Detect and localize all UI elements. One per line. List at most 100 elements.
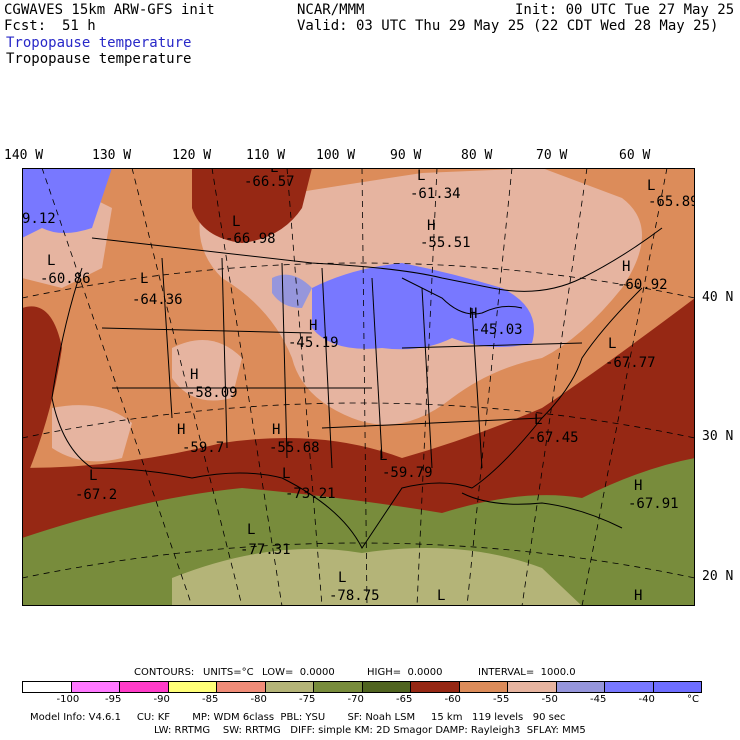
lon-label: 90 W [390, 148, 422, 163]
units-label: UNITS=°C [203, 667, 254, 678]
lon-label: 80 W [461, 148, 493, 163]
map-label-value: -45.19 [288, 335, 339, 351]
map-label-value: -59.7 [182, 440, 224, 456]
map-label-letter: L [89, 468, 97, 484]
colorbar-tick-label: -100 [56, 694, 80, 705]
colorbar-swatch [555, 681, 605, 693]
map-label-letter: H [634, 478, 642, 494]
lat-label: 40 N [702, 290, 734, 305]
map-label-value: -60.86 [40, 271, 91, 287]
colorbar-swatch [70, 681, 120, 693]
valid-time: Valid: 03 UTC Thu 29 May 25 (22 CDT Wed … [297, 18, 719, 34]
map-label-letter: H [634, 588, 642, 604]
map-label-value: -65.89 [648, 194, 695, 210]
map-label-letter: H [309, 318, 317, 334]
shaded-field-name: Tropopause temperature [6, 35, 192, 51]
map-label-letter: L [417, 168, 425, 184]
map-label-letter: H [469, 306, 477, 322]
colorbar-tick-label: -45 [590, 694, 607, 705]
map-label-value: -67.45 [528, 430, 579, 446]
shade-light [52, 405, 132, 462]
map-label-value: -66.98 [225, 231, 276, 247]
map-label-letter: L [534, 412, 542, 428]
lon-label: 120 W [172, 148, 212, 163]
shade-dark-red [192, 168, 312, 243]
map-label-letter: L [282, 466, 290, 482]
lon-label: 140 W [4, 148, 44, 163]
colorbar-tick-label: -90 [153, 694, 170, 705]
contours-label: CONTOURS: [134, 667, 195, 678]
map-label-value: -67.91 [628, 496, 679, 512]
shade-blue [22, 168, 112, 238]
lon-label: 60 W [619, 148, 651, 163]
colorbar-tick-label: -80 [250, 694, 267, 705]
colorbar-tick-label: -85 [202, 694, 219, 705]
map-label-letter: L [140, 271, 148, 287]
organization: NCAR/MMM [297, 2, 365, 18]
map-label-value: -59.79 [382, 465, 433, 481]
colorbar-tick-label: -95 [105, 694, 122, 705]
colorbar-swatch [604, 681, 654, 693]
map-label-letter: L [608, 336, 616, 352]
colorbar-swatch [410, 681, 460, 693]
map-label-value: -55.51 [420, 235, 471, 251]
map-label-letter: H [190, 367, 198, 383]
map-label-letter: L [232, 214, 240, 230]
map-label-letter: L [647, 178, 655, 194]
shade-dark-red [22, 306, 62, 488]
colorbar-tick-label: -55 [493, 694, 510, 705]
map-label-value: -61.34 [410, 186, 461, 202]
colorbar-swatch [167, 681, 217, 693]
forecast-hour: 51 h [62, 18, 96, 34]
colorbar-swatch [361, 681, 411, 693]
map-label-value: -45.03 [472, 322, 523, 338]
colorbar-swatch [458, 681, 508, 693]
colorbar-tick-label: -50 [541, 694, 558, 705]
colorbar-tick-label: -60 [444, 694, 461, 705]
contour-field-name: Tropopause temperature [6, 51, 192, 67]
init-time: Init: 00 UTC Tue 27 May 25 [515, 2, 735, 18]
map-label-value: -66.57 [244, 174, 295, 190]
colorbar-swatch [507, 681, 557, 693]
map-label-value: -64.36 [132, 292, 183, 308]
lat-label: 30 N [702, 429, 734, 444]
map-label-letter: L [338, 570, 346, 586]
tropopause-temperature-map: L -66.57 L -61.34 L -65.89 9.12 L -66.98… [22, 168, 695, 606]
map-label-value: -60.92 [617, 277, 668, 293]
map-label-letter: L [379, 448, 387, 464]
map-label-letter: H [177, 422, 185, 438]
interval-label: INTERVAL= 1000.0 [478, 667, 576, 678]
map-label-letter: H [622, 259, 630, 275]
map-label-letter: H [427, 218, 435, 234]
colorbar-swatch [313, 681, 363, 693]
colorbar-swatch [652, 681, 702, 693]
colorbar-tick-label: -40 [638, 694, 655, 705]
colorbar-tick-label: -65 [396, 694, 413, 705]
colorbar-swatch [264, 681, 314, 693]
map-label-letter: L [270, 168, 278, 176]
model-title: CGWAVES 15km ARW-GFS init [4, 2, 215, 18]
lon-label: 70 W [536, 148, 568, 163]
map-label-letter: H [272, 422, 280, 438]
lon-label: 130 W [92, 148, 132, 163]
map-label-value: -58.09 [187, 385, 238, 401]
map-label-value: -67.2 [75, 487, 117, 503]
lon-label: 100 W [316, 148, 356, 163]
lat-label: 20 N [702, 569, 734, 584]
map-label-letter: L [247, 522, 255, 538]
map-label-value: -67.77 [605, 355, 656, 371]
map-label-value: -77.31 [240, 542, 291, 558]
colorbar-tick-label: -70 [347, 694, 364, 705]
colorbar-tick-label: -75 [299, 694, 316, 705]
forecast-label: Fcst: [4, 18, 47, 34]
low-label: LOW= 0.0000 [262, 667, 335, 678]
map-label-value: -73.21 [285, 486, 336, 502]
colorbar-swatch [119, 681, 169, 693]
map-label-letter: L [47, 253, 55, 269]
lon-label: 110 W [246, 148, 286, 163]
model-info-line2: LW: RRTMG SW: RRTMG DIFF: simple KM: 2D … [154, 725, 586, 736]
model-info-line1: Model Info: V4.6.1 CU: KF MP: WDM 6class… [30, 712, 566, 723]
high-label: HIGH= 0.0000 [367, 667, 443, 678]
map-label-letter: L [437, 588, 445, 604]
colorbar-swatch [22, 681, 72, 693]
